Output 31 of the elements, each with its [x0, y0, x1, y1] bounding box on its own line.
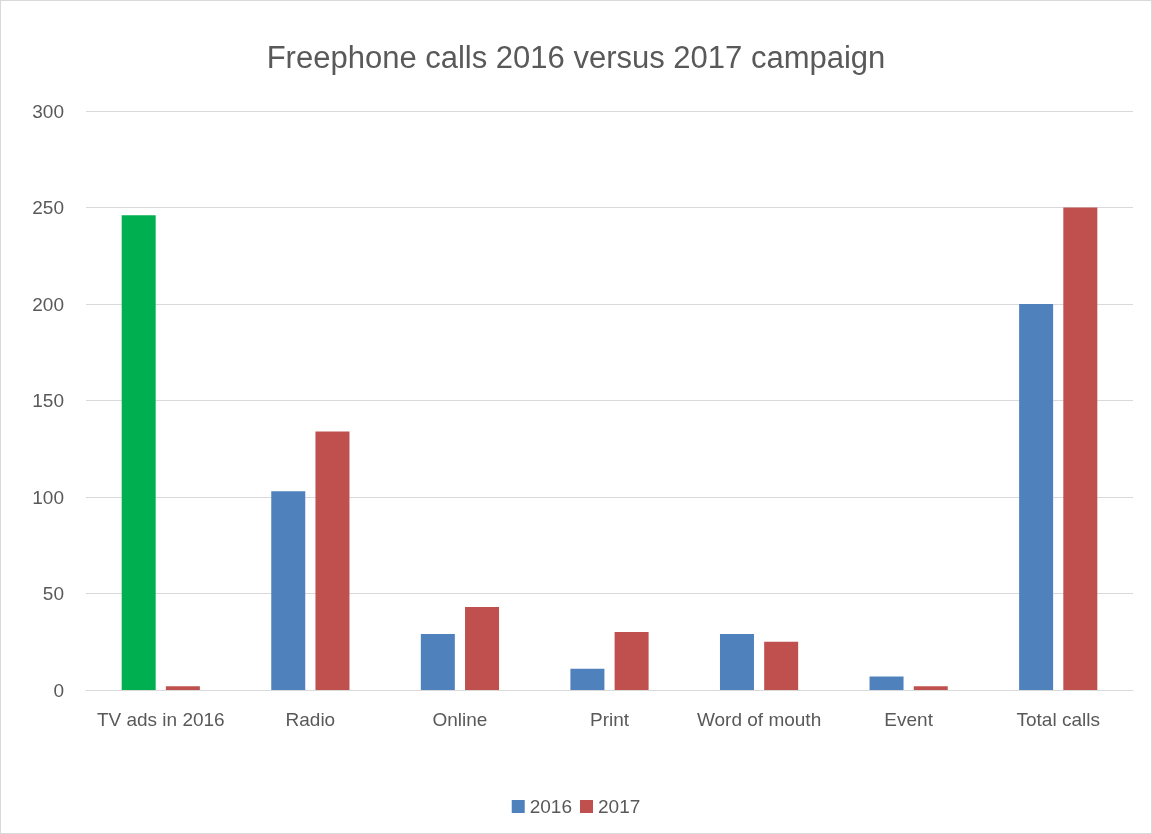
bar	[869, 676, 904, 690]
bar	[913, 686, 948, 690]
x-tick-label: Event	[884, 708, 934, 730]
y-tick-label: 50	[42, 583, 64, 604]
x-tick-label: Online	[432, 708, 488, 730]
legend-label: 2017	[598, 796, 641, 817]
y-tick-label: 100	[32, 486, 64, 508]
y-tick-label: 300	[32, 100, 64, 122]
x-tick-label: Print	[589, 708, 630, 730]
x-tick-label: Word of mouth	[696, 708, 822, 730]
y-tick-label: 150	[32, 390, 64, 411]
legend-label: 2016	[529, 796, 573, 817]
bar	[764, 641, 799, 690]
bar	[465, 607, 500, 690]
bar	[315, 431, 350, 690]
bar	[570, 668, 605, 690]
y-tick-label: 250	[32, 197, 64, 218]
bar	[1019, 304, 1054, 690]
chart-title: Freephone calls 2016 versus 2017 campaign	[266, 40, 886, 75]
x-tick-label: Radio	[285, 708, 336, 730]
bar	[719, 634, 754, 690]
y-tick-label: 0	[53, 679, 64, 701]
bar	[271, 491, 306, 690]
bar	[165, 686, 200, 690]
bar	[1063, 207, 1098, 690]
bar	[121, 215, 156, 690]
y-tick-label: 200	[32, 293, 64, 315]
bar	[614, 632, 649, 690]
bar	[420, 634, 455, 690]
x-tick-label: Total calls	[1016, 708, 1100, 730]
x-tick-label: TV ads in 2016	[96, 708, 225, 730]
